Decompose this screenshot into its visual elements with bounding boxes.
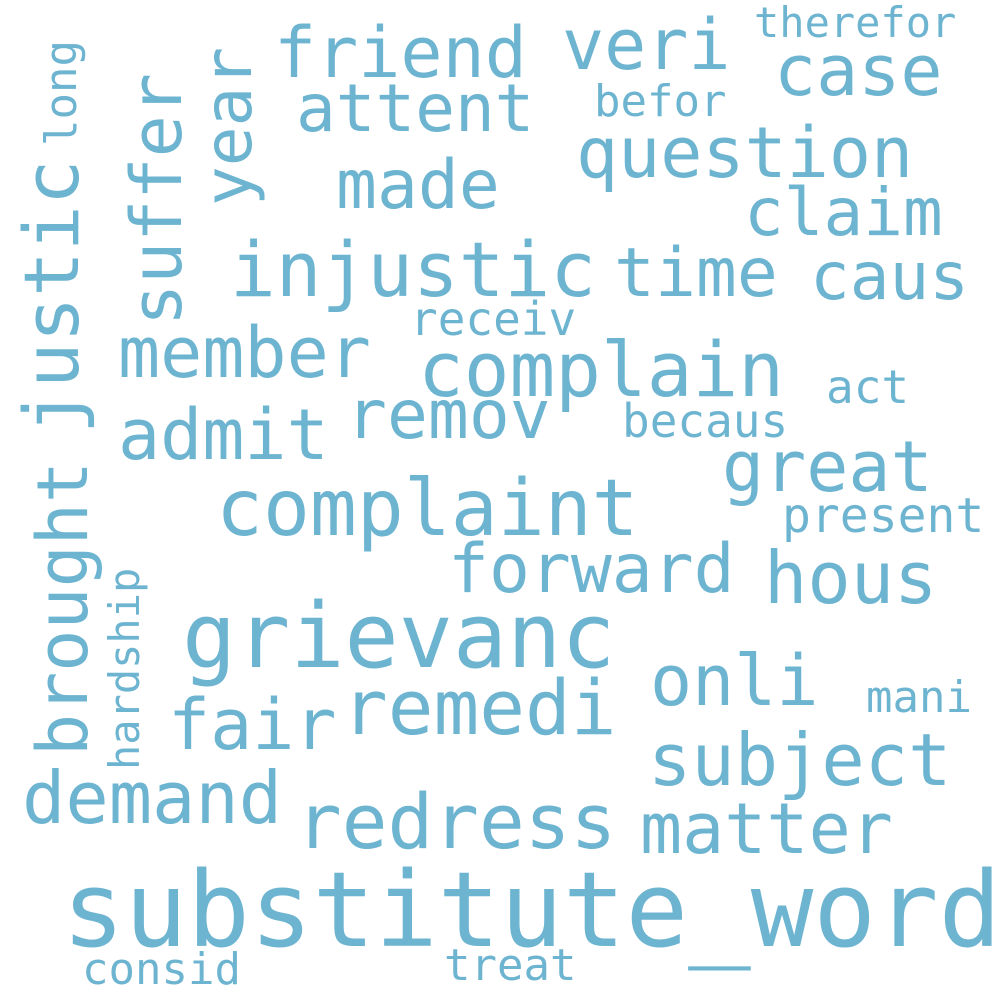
word-substitute-word: substitute_word [62,849,1000,971]
word-remedi: remedi [342,663,617,752]
word-fair: fair [168,684,337,766]
word-redress: redress [296,777,617,866]
word-attent: attent [296,70,535,147]
word-complain: complain [418,325,785,414]
word-demand: demand [22,756,283,840]
word-brought: brought [22,460,104,756]
word-mani: mani [866,672,972,723]
word-onli: onli [650,640,819,722]
word-admit: admit [118,394,329,476]
word-question: question [576,112,914,194]
word-veri: veri [562,4,731,86]
word-friend: friend [274,12,527,94]
word-matter: matter [640,788,893,870]
word-receiv: receiv [410,292,577,346]
word-great: great [722,426,933,508]
word-justic: justic [7,159,96,434]
word-present: present [782,488,985,544]
word-caus: caus [810,238,969,315]
word-forward: forward [448,530,735,609]
word-complaint: complaint [216,464,639,554]
word-time: time [614,234,778,313]
word-suffer: suffer [116,73,198,326]
word-long: long [36,40,87,146]
word-hardship: hardship [100,567,149,770]
word-claim: claim [744,174,943,251]
word-subject: subject [648,718,952,802]
word-act: act [826,360,910,414]
word-consid: consid [82,944,241,995]
word-made: made [336,146,500,225]
word-grievanc: grievanc [182,584,616,689]
word-treat: treat [444,940,577,991]
word-remov: remov [346,376,551,455]
word-injustic: injustic [230,225,597,314]
word-hous: hous [764,536,938,620]
word-year: year [190,47,267,206]
word-befor: befor [594,76,727,127]
word-becaus: becaus [622,394,789,448]
word-case: case [774,30,943,112]
word-therefor: therefor [754,0,957,47]
word-member: member [118,312,371,394]
